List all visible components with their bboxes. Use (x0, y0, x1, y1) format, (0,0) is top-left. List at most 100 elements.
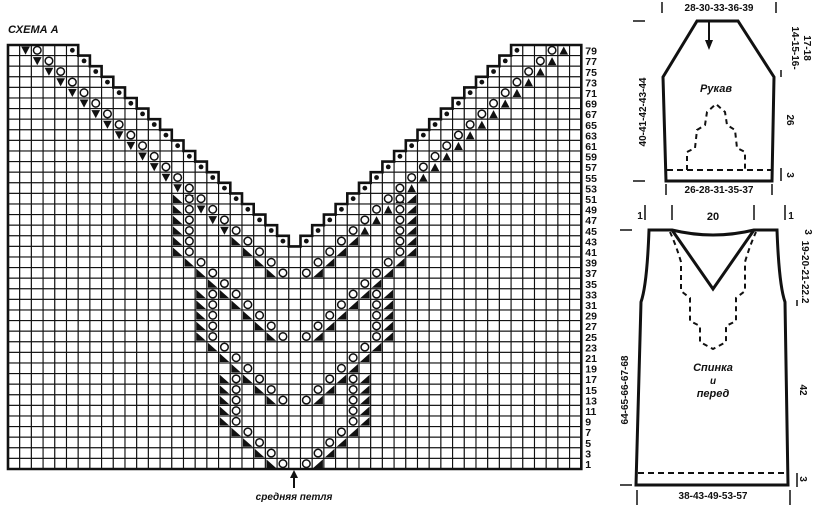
grid-cell (463, 256, 477, 269)
grid-cell (147, 457, 161, 470)
grid-cell (428, 288, 442, 300)
grid-cell (557, 129, 571, 141)
grid-cell (89, 235, 103, 247)
grid-cell (101, 426, 114, 438)
grid-cell (393, 341, 407, 353)
row-label: 45 (585, 226, 597, 238)
yarn-over-circle-icon (208, 310, 218, 320)
grid-cell (171, 277, 185, 290)
grid-cell (206, 256, 220, 269)
yarn-over-circle-icon (219, 342, 229, 352)
grid-cell (182, 383, 196, 396)
grid-cell (557, 436, 571, 449)
grid-cell (241, 256, 255, 269)
grid-cell (241, 320, 255, 332)
grid-cell (19, 298, 32, 311)
grid-cell (30, 161, 44, 173)
grid-cell (487, 351, 500, 364)
dot-icon (491, 69, 496, 74)
grid-cell (7, 44, 21, 57)
grid-cell (42, 288, 56, 300)
grid-cell (510, 309, 524, 322)
grid-cell (416, 351, 430, 364)
grid-cell (463, 214, 477, 226)
grid-cell (463, 330, 477, 343)
grid-cell (440, 277, 454, 290)
grid-cell (112, 383, 126, 396)
grid-cell (545, 129, 559, 141)
grid-cell (147, 415, 161, 428)
grid-cell (533, 277, 547, 290)
grid-cell (89, 298, 103, 311)
grid-cell (498, 108, 512, 120)
grid-cell (276, 341, 290, 353)
grid-cell (557, 383, 571, 396)
grid-cell (54, 341, 68, 353)
grid-cell (101, 86, 114, 99)
grid-cell (381, 351, 395, 364)
grid-cell (335, 447, 348, 459)
triangle-decrease-icon (524, 78, 533, 87)
grid-cell (346, 203, 360, 216)
row-label: 15 (585, 385, 597, 397)
grid-cell (147, 224, 161, 237)
grid-cell (19, 203, 32, 216)
grid-cell (569, 320, 582, 332)
grid-cell (463, 150, 477, 163)
grid-cell (112, 373, 126, 385)
grid-cell (428, 192, 442, 205)
grid-cell (370, 224, 383, 237)
grid-cell (136, 309, 149, 322)
grid-cell (30, 309, 44, 322)
grid-cell (77, 309, 91, 322)
body-top-edge: 3 (802, 229, 813, 235)
grid-cell (7, 298, 21, 311)
grid-cell (54, 203, 68, 216)
grid-cell (264, 351, 278, 364)
grid-cell (463, 203, 477, 216)
grid-cell (30, 362, 44, 375)
half-triangle-decrease-icon (336, 311, 347, 320)
grid-cell (440, 383, 454, 396)
grid-cell (42, 214, 56, 226)
grid-cell (89, 224, 103, 237)
grid-cell (147, 171, 161, 184)
grid-cell (381, 394, 395, 406)
grid-cell (533, 330, 547, 343)
grid-cell (7, 118, 21, 131)
grid-cell (487, 373, 500, 385)
grid-cell (393, 288, 407, 300)
grid-cell (264, 362, 278, 375)
grid-cell (487, 341, 500, 353)
grid-cell (428, 436, 442, 449)
grid-cell (159, 288, 173, 300)
grid-cell (112, 436, 126, 449)
grid-cell (463, 97, 477, 110)
grid-cell (218, 426, 231, 438)
grid-cell (370, 351, 383, 364)
triangle-decrease-icon (161, 173, 171, 182)
grid-cell (522, 415, 536, 428)
grid-cell (475, 245, 489, 258)
grid-cell (487, 309, 500, 322)
grid-cell (416, 298, 430, 311)
grid-cell (42, 373, 56, 385)
grid-cell (30, 426, 44, 438)
yarn-over-circle-icon (372, 204, 382, 214)
grid-cell (77, 394, 91, 406)
grid-cell (182, 351, 196, 364)
grid-cell (475, 383, 489, 396)
grid-cell (452, 415, 465, 428)
grid-cell (19, 436, 32, 449)
grid-cell (299, 415, 313, 428)
grid-cell (101, 457, 114, 470)
grid-cell (136, 457, 149, 470)
grid-cell (19, 330, 32, 343)
yarn-over-circle-icon (372, 268, 382, 278)
yarn-over-circle-icon (301, 395, 311, 405)
grid-cell (557, 373, 571, 385)
grid-cell (136, 362, 149, 375)
yarn-over-circle-icon (395, 225, 405, 236)
grid-cell (42, 118, 56, 131)
dot-icon (175, 143, 181, 149)
